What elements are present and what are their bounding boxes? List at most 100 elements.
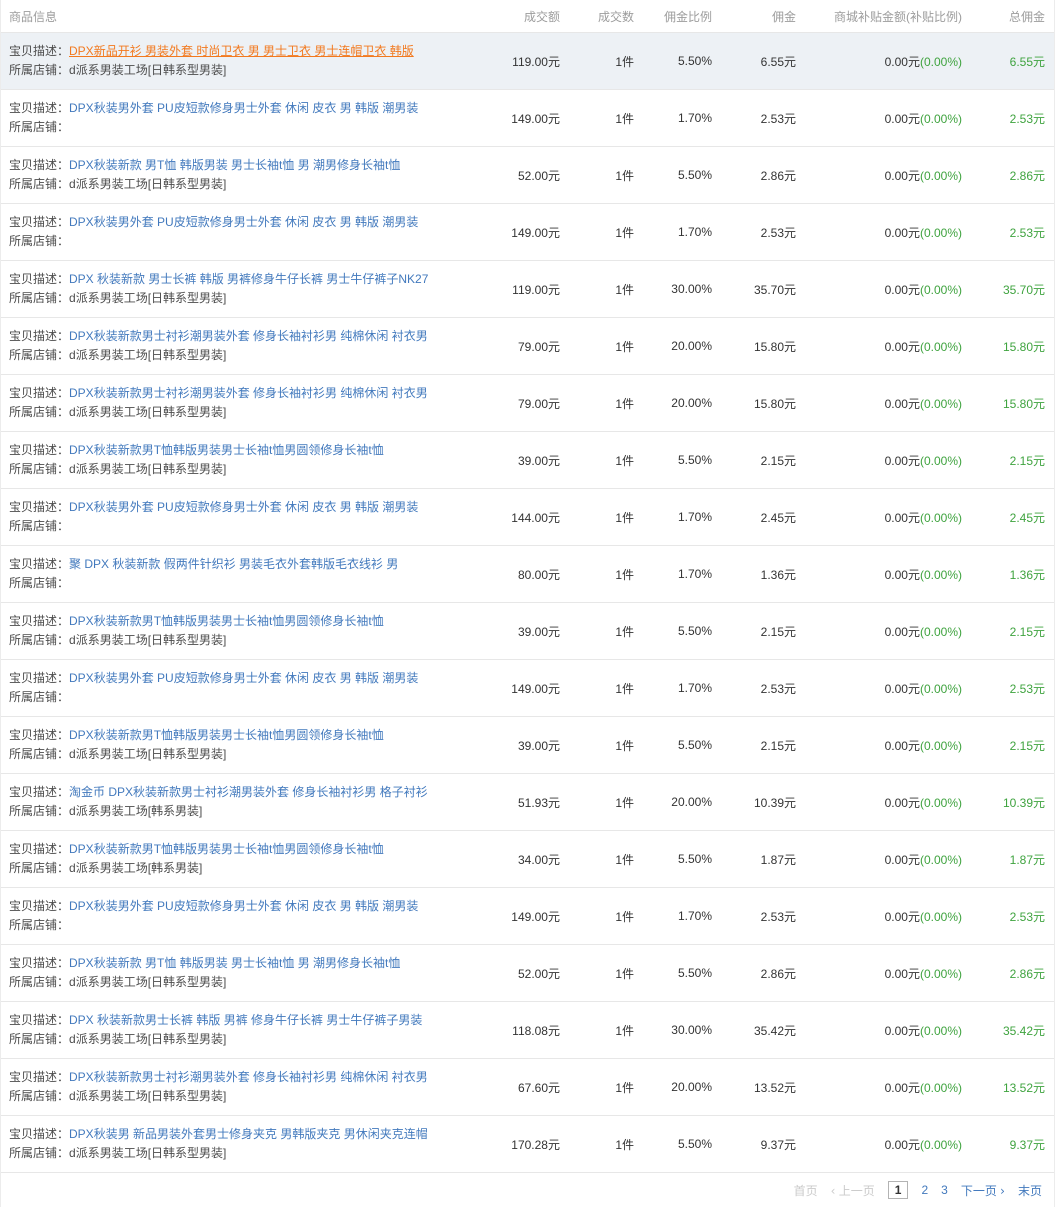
subsidy-percent: (0.00%) (919, 681, 962, 696)
table-row: 宝贝描述：DPX秋装新款男T恤韩版男装男士长袖t恤男圆领修身长袖t恤 所属店铺：… (1, 831, 1054, 888)
ratio-cell: 20.00% (671, 1080, 712, 1094)
desc-label: 宝贝描述： (9, 500, 70, 514)
product-title-link[interactable]: DPX秋装新款男士衬衫潮男装外套 修身长袖衬衫男 纯棉休闲 衬衣男 (69, 386, 428, 400)
next-page-link[interactable]: 下一页 › (961, 1182, 1005, 1199)
total-commission-cell: 2.53元 (1009, 225, 1045, 240)
count-cell: 1件 (615, 795, 634, 810)
prev-arrow-icon: ‹ (830, 1183, 836, 1198)
subsidy-cell: 0.00元(0.00%) (796, 908, 962, 925)
subsidy-cell: 0.00元(0.00%) (796, 1022, 962, 1039)
shop-name: d派系男装工场[日韩系型男装] (69, 348, 227, 362)
count-cell: 1件 (615, 738, 634, 753)
desc-label: 宝贝描述： (9, 215, 70, 229)
count-cell: 1件 (615, 225, 634, 240)
shop-name: d派系男装工场[日韩系型男装] (69, 462, 227, 476)
product-title-link[interactable]: DPX秋装新款男士衬衫潮男装外套 修身长袖衬衫男 纯棉休闲 衬衣男 (69, 329, 428, 343)
product-title-link[interactable]: DPX秋装男 新品男装外套男士修身夹克 男韩版夹克 男休闲夹克连帽 (69, 1127, 428, 1141)
desc-label: 宝贝描述： (9, 842, 70, 856)
shop-label: 所属店铺： (9, 177, 70, 191)
table-row: 宝贝描述：聚 DPX 秋装新款 假两件针织衫 男装毛衣外套韩版毛衣线衫 男 所属… (1, 546, 1054, 603)
subsidy-amount: 0.00元 (884, 111, 920, 126)
subsidy-cell: 0.00元(0.00%) (796, 509, 962, 526)
ratio-cell: 5.50% (677, 966, 712, 980)
desc-label: 宝贝描述： (9, 272, 70, 286)
subsidy-percent: (0.00%) (919, 909, 962, 924)
product-title-link[interactable]: DPX秋装新款 男T恤 韩版男装 男士长袖t恤 男 潮男修身长袖t恤 (69, 158, 401, 172)
product-title-link[interactable]: DPX 秋装新款 男士长裤 韩版 男裤修身牛仔长裤 男士牛仔裤子NK27 (69, 272, 429, 286)
subsidy-percent: (0.00%) (919, 567, 962, 582)
commission-cell: 13.52元 (753, 1080, 796, 1095)
ratio-cell: 30.00% (671, 1023, 712, 1037)
col-header-amount: 成交额 (523, 9, 560, 24)
table-row: 宝贝描述：DPX秋装新款男士衬衫潮男装外套 修身长袖衬衫男 纯棉休闲 衬衣男 所… (1, 1059, 1054, 1116)
ratio-cell: 1.70% (677, 681, 712, 695)
col-header-ratio: 佣金比例 (663, 9, 712, 24)
product-title-link[interactable]: DPX秋装新款男T恤韩版男装男士长袖t恤男圆领修身长袖t恤 (69, 842, 384, 856)
commission-cell: 1.87元 (760, 852, 796, 867)
desc-label: 宝贝描述： (9, 158, 70, 172)
product-title-link[interactable]: DPX秋装男外套 PU皮短款修身男士外套 休闲 皮衣 男 韩版 潮男装 (69, 215, 419, 229)
amount-cell: 144.00元 (511, 510, 560, 525)
product-info-cell: 宝贝描述：淘金币 DPX秋装新款男士衬衫潮男装外套 修身长袖衬衫男 格子衬衫 所… (1, 783, 448, 821)
subsidy-percent: (0.00%) (919, 453, 962, 468)
table-row: 宝贝描述：DPX秋装新款男T恤韩版男装男士长袖t恤男圆领修身长袖t恤 所属店铺：… (1, 717, 1054, 774)
page-3-link[interactable]: 3 (941, 1183, 948, 1197)
product-info-cell: 宝贝描述：DPX秋装新款男T恤韩版男装男士长袖t恤男圆领修身长袖t恤 所属店铺：… (1, 726, 448, 764)
subsidy-percent: (0.00%) (919, 1137, 962, 1152)
desc-label: 宝贝描述： (9, 1127, 70, 1141)
product-title-link[interactable]: DPX秋装男外套 PU皮短款修身男士外套 休闲 皮衣 男 韩版 潮男装 (69, 500, 419, 514)
table-row: 宝贝描述：DPX秋装新款男士衬衫潮男装外套 修身长袖衬衫男 纯棉休闲 衬衣男 所… (1, 318, 1054, 375)
product-title-link[interactable]: 聚 DPX 秋装新款 假两件针织衫 男装毛衣外套韩版毛衣线衫 男 (69, 557, 399, 571)
product-title-link[interactable]: DPX秋装男外套 PU皮短款修身男士外套 休闲 皮衣 男 韩版 潮男装 (69, 671, 419, 685)
prev-page-link[interactable]: ‹ 上一页 (831, 1182, 875, 1199)
commission-cell: 6.55元 (760, 54, 796, 69)
product-info-cell: 宝贝描述：DPX秋装新款男T恤韩版男装男士长袖t恤男圆领修身长袖t恤 所属店铺：… (1, 612, 448, 650)
ratio-cell: 5.50% (677, 168, 712, 182)
shop-label: 所属店铺： (9, 1032, 70, 1046)
ratio-cell: 5.50% (677, 54, 712, 68)
product-title-link[interactable]: DPX秋装男外套 PU皮短款修身男士外套 休闲 皮衣 男 韩版 潮男装 (69, 899, 419, 913)
table-row: 宝贝描述：DPX秋装新款男T恤韩版男装男士长袖t恤男圆领修身长袖t恤 所属店铺：… (1, 432, 1054, 489)
product-info-cell: 宝贝描述：DPX秋装新款男T恤韩版男装男士长袖t恤男圆领修身长袖t恤 所属店铺：… (1, 840, 448, 878)
product-title-link[interactable]: DPX秋装新款男T恤韩版男装男士长袖t恤男圆领修身长袖t恤 (69, 614, 384, 628)
product-title-link[interactable]: DPX秋装新款男士衬衫潮男装外套 修身长袖衬衫男 纯棉休闲 衬衣男 (69, 1070, 428, 1084)
shop-label: 所属店铺： (9, 462, 70, 476)
product-title-link[interactable]: DPX秋装新款 男T恤 韩版男装 男士长袖t恤 男 潮男修身长袖t恤 (69, 956, 401, 970)
shop-label: 所属店铺： (9, 1089, 70, 1103)
product-title-link[interactable]: DPX 秋装新款男士长裤 韩版 男裤 修身牛仔长裤 男士牛仔裤子男装 (69, 1013, 423, 1027)
last-page-link[interactable]: 末页 (1017, 1183, 1042, 1198)
subsidy-cell: 0.00元(0.00%) (796, 281, 962, 298)
count-cell: 1件 (615, 1023, 634, 1038)
subsidy-cell: 0.00元(0.00%) (796, 623, 962, 640)
ratio-cell: 1.70% (677, 909, 712, 923)
amount-cell: 149.00元 (511, 909, 560, 924)
table-row: 宝贝描述：DPX秋装男外套 PU皮短款修身男士外套 休闲 皮衣 男 韩版 潮男装… (1, 204, 1054, 261)
total-commission-cell: 2.53元 (1009, 909, 1045, 924)
prev-page-label: 上一页 (838, 1183, 875, 1198)
table-row: 宝贝描述：DPX秋装男外套 PU皮短款修身男士外套 休闲 皮衣 男 韩版 潮男装… (1, 660, 1054, 717)
commission-cell: 10.39元 (753, 795, 796, 810)
page-2-link[interactable]: 2 (921, 1183, 929, 1197)
shop-label: 所属店铺： (9, 234, 70, 248)
shop-label: 所属店铺： (9, 861, 70, 875)
total-commission-cell: 2.15元 (1009, 624, 1045, 639)
first-page-link[interactable]: 首页 (793, 1183, 818, 1198)
desc-label: 宝贝描述： (9, 785, 70, 799)
product-title-link[interactable]: DPX秋装新款男T恤韩版男装男士长袖t恤男圆领修身长袖t恤 (69, 443, 384, 457)
subsidy-percent: (0.00%) (919, 624, 962, 639)
product-title-link[interactable]: DPX秋装新款男T恤韩版男装男士长袖t恤男圆领修身长袖t恤 (69, 728, 384, 742)
page-1-current[interactable]: 1 (887, 1181, 909, 1199)
product-title-link[interactable]: 淘金币 DPX秋装新款男士衬衫潮男装外套 修身长袖衬衫男 格子衬衫 (69, 785, 428, 799)
subsidy-percent: (0.00%) (919, 795, 962, 810)
subsidy-percent: (0.00%) (919, 738, 962, 753)
product-title-link[interactable]: DPX秋装男外套 PU皮短款修身男士外套 休闲 皮衣 男 韩版 潮男装 (69, 101, 419, 115)
product-info-cell: 宝贝描述：DPX秋装新款男士衬衫潮男装外套 修身长袖衬衫男 纯棉休闲 衬衣男 所… (1, 327, 448, 365)
table-row: 宝贝描述：DPX秋装男 新品男装外套男士修身夹克 男韩版夹克 男休闲夹克连帽 所… (1, 1116, 1054, 1173)
shop-label: 所属店铺： (9, 918, 70, 932)
amount-cell: 79.00元 (517, 339, 560, 354)
amount-cell: 80.00元 (517, 567, 560, 582)
ratio-cell: 1.70% (677, 510, 712, 524)
product-title-link[interactable]: DPX新品开衫 男装外套 时尚卫衣 男 男士卫衣 男士连帽卫衣 韩版 (69, 44, 414, 58)
total-commission-cell: 2.45元 (1009, 510, 1045, 525)
